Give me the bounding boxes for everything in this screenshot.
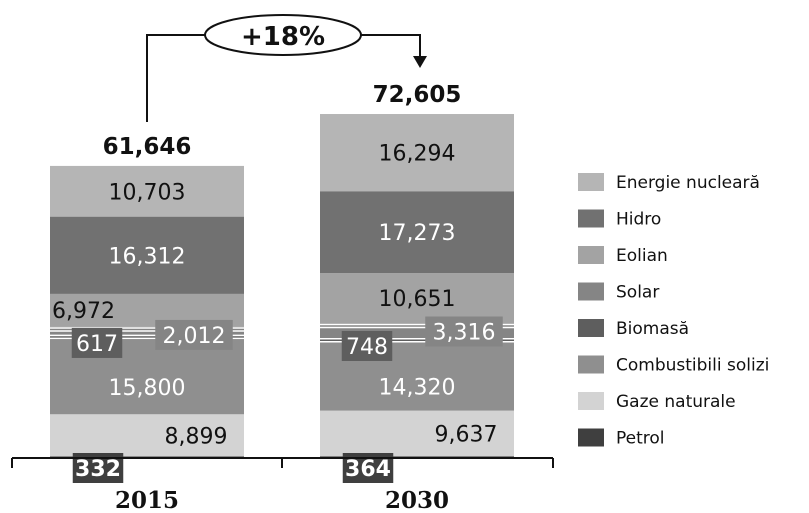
bar-segment xyxy=(320,191,514,274)
segment-value-label: 332 xyxy=(75,457,121,482)
legend-label: Energie nucleară xyxy=(616,173,760,193)
segment-value-label: 364 xyxy=(345,457,391,482)
legend-swatch xyxy=(578,246,604,264)
segment-value-label: 17,273 xyxy=(379,221,456,246)
legend-label: Eolian xyxy=(616,246,668,266)
legend-label: Hidro xyxy=(616,210,661,230)
category-label: 2030 xyxy=(385,487,449,513)
segment-label-box xyxy=(71,327,123,358)
bar-segment xyxy=(320,114,514,192)
growth-label: +18% xyxy=(241,22,325,52)
bar-segment xyxy=(320,410,514,457)
legend-swatch xyxy=(578,209,604,228)
segment-label-box xyxy=(155,319,233,350)
segment-value-label: 16,312 xyxy=(109,244,186,269)
legend-label: Solar xyxy=(616,283,659,303)
legend-label: Biomasă xyxy=(616,319,689,339)
growth-connector-line xyxy=(146,34,205,122)
legend-swatch xyxy=(578,319,604,337)
bar-segment xyxy=(50,326,244,337)
segment-value-label: 14,320 xyxy=(379,376,456,401)
bar-segment xyxy=(320,339,514,343)
segment-value-label: 2,012 xyxy=(163,324,226,349)
segment-value-label: 15,800 xyxy=(109,376,186,401)
legend-swatch xyxy=(578,173,604,191)
legend-swatch xyxy=(578,355,604,374)
bar-segment xyxy=(320,273,514,324)
bar-segment xyxy=(50,165,244,217)
segment-label-box xyxy=(425,316,503,347)
segment-value-label: 617 xyxy=(76,332,118,357)
segment-value-label: 6,972 xyxy=(52,299,115,324)
bar-total-label: 72,605 xyxy=(373,82,462,108)
segment-value-label: 748 xyxy=(346,335,388,360)
bar-segment xyxy=(50,414,244,457)
growth-arrow-head-icon xyxy=(413,56,427,68)
segment-label-box xyxy=(341,330,393,361)
bar-segment xyxy=(50,216,244,294)
legend-swatch xyxy=(578,392,604,410)
category-label: 2015 xyxy=(115,487,179,513)
segment-value-label: 3,316 xyxy=(433,321,496,346)
segment-value-label: 9,637 xyxy=(435,422,498,447)
legend-label: Combustibili solizi xyxy=(616,356,769,376)
legend-swatch xyxy=(578,282,604,301)
bar-total-label: 61,646 xyxy=(103,134,192,160)
segment-value-label: 10,651 xyxy=(379,287,456,312)
growth-ellipse xyxy=(204,14,362,56)
segment-value-label: 16,294 xyxy=(379,142,456,167)
growth-connector-line xyxy=(360,34,421,58)
segment-value-label: 8,899 xyxy=(165,424,228,449)
segment-value-label: 10,703 xyxy=(109,180,186,205)
legend-label: Petrol xyxy=(616,429,665,449)
legend-label: Gaze naturale xyxy=(616,392,736,412)
legend-swatch xyxy=(578,428,604,447)
